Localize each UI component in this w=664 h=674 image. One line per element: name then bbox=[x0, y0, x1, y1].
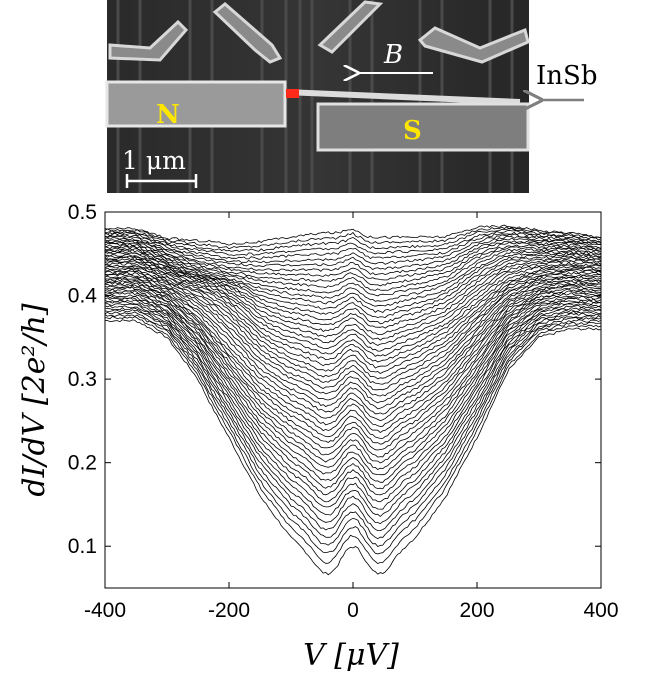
dIdV-plot: -400 -200 0 200 400 0.1 0.2 0.3 0.4 0.5 V [μV] d… bbox=[17, 201, 619, 673]
dIdV-curves bbox=[104, 224, 602, 576]
dIdV-trace bbox=[104, 253, 602, 335]
y-axis-label: dI/dV [2e²/h] bbox=[17, 303, 52, 497]
x-tick-labels: -400 -200 0 200 400 bbox=[84, 599, 619, 622]
dIdV-trace bbox=[104, 237, 602, 276]
dIdV-trace bbox=[104, 281, 602, 439]
scale-bar-label: 1 μm bbox=[122, 146, 186, 175]
label-n: N bbox=[156, 100, 180, 130]
dIdV-trace bbox=[104, 270, 602, 397]
dIdV-trace bbox=[104, 305, 602, 525]
dIdV-trace bbox=[104, 226, 602, 250]
label-s: S bbox=[403, 116, 422, 146]
normal-lead bbox=[105, 80, 287, 128]
insb-nanowire bbox=[284, 89, 521, 105]
dIdV-trace bbox=[104, 229, 602, 257]
dIdV-trace bbox=[104, 233, 602, 265]
dIdV-trace bbox=[104, 307, 602, 531]
y-tick-label: 0.1 bbox=[68, 535, 97, 558]
dIdV-trace bbox=[104, 241, 602, 291]
dIdV-trace bbox=[104, 242, 602, 297]
dIdV-trace bbox=[104, 264, 602, 374]
dIdV-trace bbox=[104, 265, 602, 380]
dIdV-trace bbox=[104, 273, 602, 410]
x-tick-label: -400 bbox=[84, 599, 126, 622]
gate-leads bbox=[108, 0, 530, 64]
dIdV-trace bbox=[104, 292, 602, 476]
dIdV-trace bbox=[104, 240, 602, 287]
y-tick-labels: 0.1 0.2 0.3 0.4 0.5 bbox=[68, 201, 98, 558]
label-insb: InSb bbox=[536, 61, 597, 91]
dIdV-trace bbox=[104, 231, 602, 260]
label-b: B bbox=[383, 40, 403, 70]
dIdV-trace bbox=[104, 294, 601, 483]
junction-marker bbox=[286, 89, 299, 98]
dIdV-trace bbox=[104, 277, 602, 422]
dIdV-trace bbox=[104, 235, 602, 270]
dIdV-trace bbox=[104, 259, 602, 357]
y-tick-label: 0.5 bbox=[68, 201, 97, 224]
dIdV-trace bbox=[104, 258, 602, 352]
dIdV-trace bbox=[104, 309, 602, 540]
dIdV-trace bbox=[104, 301, 602, 510]
dIdV-trace bbox=[104, 262, 602, 369]
dIdV-trace bbox=[104, 319, 602, 576]
dIdV-trace bbox=[104, 295, 602, 490]
dIdV-trace bbox=[104, 224, 602, 246]
dIdV-trace bbox=[104, 267, 602, 385]
sem-micrograph: N S B 1 μm bbox=[105, 0, 530, 193]
dIdV-trace bbox=[104, 246, 602, 307]
dIdV-trace bbox=[104, 283, 602, 445]
dIdV-trace bbox=[104, 290, 602, 470]
dIdV-trace bbox=[104, 286, 602, 458]
dIdV-trace bbox=[105, 247, 602, 313]
dIdV-trace bbox=[104, 315, 602, 564]
y-tick-label: 0.3 bbox=[68, 368, 97, 391]
y-tick-label: 0.4 bbox=[68, 285, 98, 308]
x-tick-label: 0 bbox=[347, 599, 359, 622]
dIdV-trace bbox=[104, 250, 602, 325]
dIdV-trace bbox=[104, 280, 602, 434]
x-tick-label: 400 bbox=[583, 599, 618, 622]
dIdV-trace bbox=[104, 314, 602, 555]
dIdV-trace bbox=[104, 261, 602, 363]
dIdV-trace bbox=[104, 299, 602, 503]
y-tick-label: 0.2 bbox=[68, 452, 97, 475]
dIdV-trace bbox=[104, 278, 602, 427]
x-axis-label: V [μV] bbox=[303, 638, 399, 673]
dIdV-trace bbox=[104, 297, 602, 496]
dIdV-trace bbox=[104, 285, 602, 451]
dIdV-trace bbox=[104, 275, 602, 415]
x-tick-label: -200 bbox=[208, 599, 250, 622]
dIdV-trace bbox=[104, 238, 602, 281]
axis-ticks bbox=[104, 211, 602, 588]
dIdV-trace bbox=[104, 288, 602, 464]
dIdV-trace bbox=[104, 255, 602, 341]
dIdV-trace bbox=[104, 272, 602, 404]
superconducting-lead bbox=[316, 102, 530, 152]
dIdV-trace bbox=[104, 228, 602, 252]
dIdV-trace bbox=[104, 249, 601, 319]
dIdV-trace bbox=[104, 269, 602, 391]
dIdV-trace bbox=[104, 311, 602, 547]
dIdV-trace bbox=[104, 244, 602, 302]
x-tick-label: 200 bbox=[459, 599, 494, 622]
dIdV-trace bbox=[104, 303, 602, 518]
